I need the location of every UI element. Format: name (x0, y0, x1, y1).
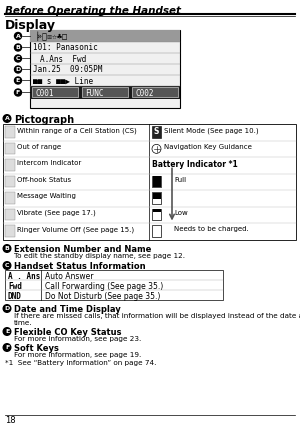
Text: For more information, see page 23.: For more information, see page 23. (14, 336, 141, 342)
Text: C: C (5, 263, 9, 268)
Text: ▕»≀☒☆♣□: ▕»≀☒☆♣□ (33, 31, 68, 41)
Bar (32, 88, 78, 97)
Text: E: E (5, 329, 9, 334)
Text: Jan.25  09:05PM: Jan.25 09:05PM (33, 66, 102, 74)
Bar (5, 270, 223, 300)
Bar (132, 88, 178, 97)
Text: DND: DND (8, 292, 22, 301)
Text: A.Ans  Fwd: A.Ans Fwd (40, 55, 86, 63)
Text: Vibrate (See page 17.): Vibrate (See page 17.) (17, 210, 96, 216)
Text: Auto Answer: Auto Answer (45, 272, 94, 281)
Text: Date and Time Display: Date and Time Display (14, 305, 121, 314)
Text: Silent Mode (See page 10.): Silent Mode (See page 10.) (164, 127, 259, 134)
Text: C: C (16, 56, 20, 61)
Circle shape (14, 55, 22, 62)
Bar (3, 124, 296, 240)
Text: For more information, see page 19.: For more information, see page 19. (14, 352, 141, 358)
Text: Display: Display (5, 19, 56, 32)
Text: FUNC: FUNC (85, 88, 104, 97)
Text: Before Operating the Handset: Before Operating the Handset (5, 6, 181, 16)
Text: Call Forwarding (See page 35.): Call Forwarding (See page 35.) (45, 282, 163, 291)
Circle shape (3, 262, 11, 269)
Bar (5, 176, 15, 187)
Bar (30, 30, 180, 42)
Text: ■■ s ■■▶ Line: ■■ s ■■▶ Line (33, 77, 93, 85)
Text: 101: Panasonic: 101: Panasonic (33, 44, 98, 52)
Bar (30, 86, 180, 99)
Text: B: B (4, 246, 9, 251)
Text: Extension Number and Name: Extension Number and Name (14, 245, 152, 254)
Bar (152, 193, 160, 199)
Text: A: A (16, 33, 20, 38)
Circle shape (14, 66, 22, 73)
Circle shape (14, 44, 22, 51)
Bar (152, 176, 160, 187)
Text: Ringer Volume Off (See page 15.): Ringer Volume Off (See page 15.) (17, 226, 134, 233)
Bar (152, 225, 161, 237)
Bar (152, 176, 161, 187)
Bar (5, 126, 15, 137)
Text: Off-hook Status: Off-hook Status (17, 177, 71, 183)
Bar (152, 209, 161, 220)
Text: S: S (154, 127, 159, 136)
Circle shape (3, 244, 11, 252)
Circle shape (3, 305, 11, 312)
Bar (152, 192, 161, 204)
Bar (5, 209, 15, 220)
Text: B: B (16, 45, 20, 50)
Text: Battery Indicator *1: Battery Indicator *1 (152, 160, 238, 169)
Bar (5, 192, 15, 204)
Circle shape (3, 115, 11, 122)
Circle shape (3, 344, 11, 351)
Text: Intercom Indicator: Intercom Indicator (17, 160, 81, 166)
Text: If there are missed calls, that information will be displayed instead of the dat: If there are missed calls, that informat… (14, 313, 300, 319)
Text: Navigation Key Guidance: Navigation Key Guidance (164, 143, 252, 150)
Bar (152, 209, 160, 212)
Text: Out of range: Out of range (17, 143, 61, 150)
Text: Handset Status Information: Handset Status Information (14, 262, 146, 271)
Text: *1  See “Battery Information” on page 74.: *1 See “Battery Information” on page 74. (5, 360, 156, 366)
Text: Fwd: Fwd (8, 282, 22, 291)
Text: Needs to be charged.: Needs to be charged. (174, 226, 249, 232)
Bar (5, 159, 15, 171)
Text: Full: Full (174, 177, 186, 183)
Text: Flexible CO Key Status: Flexible CO Key Status (14, 328, 122, 337)
Bar (5, 143, 15, 154)
Bar (30, 30, 180, 108)
Text: E: E (16, 78, 20, 83)
Text: D: D (4, 306, 10, 311)
Text: Within range of a Cell Station (CS): Within range of a Cell Station (CS) (17, 127, 137, 134)
Bar (82, 88, 128, 97)
Text: Message Waiting: Message Waiting (17, 193, 76, 199)
Text: F: F (5, 345, 9, 350)
Text: Pictograph: Pictograph (14, 115, 74, 125)
Text: C002: C002 (135, 88, 154, 97)
Circle shape (14, 89, 22, 96)
Text: To edit the standby display name, see page 12.: To edit the standby display name, see pa… (14, 253, 185, 259)
Text: time.: time. (14, 320, 33, 326)
Bar (152, 126, 161, 137)
Circle shape (14, 77, 22, 84)
Circle shape (14, 33, 22, 39)
Text: A . Ans: A . Ans (8, 272, 41, 281)
Text: Low: Low (174, 210, 188, 216)
Text: F: F (16, 90, 20, 95)
Bar (5, 225, 15, 237)
Text: A: A (4, 116, 9, 121)
Text: 18: 18 (5, 416, 16, 423)
Text: Do Not Disturb (See page 35.): Do Not Disturb (See page 35.) (45, 292, 160, 301)
Text: Soft Keys: Soft Keys (14, 344, 59, 353)
Circle shape (3, 328, 11, 335)
Text: C001: C001 (35, 88, 53, 97)
Text: D: D (15, 67, 21, 72)
